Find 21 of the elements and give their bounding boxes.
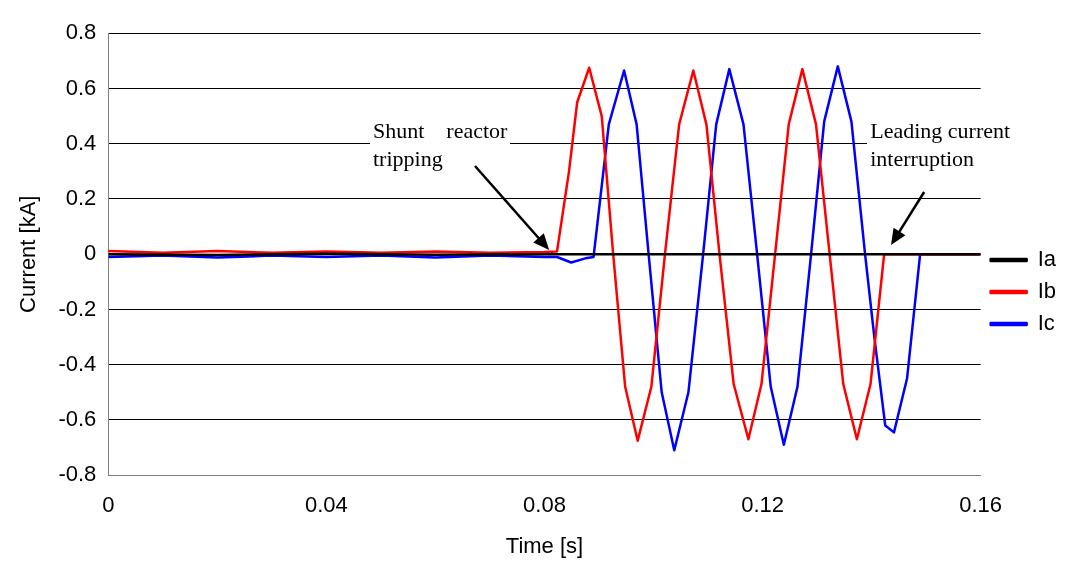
legend-label: Ia: [1037, 246, 1057, 272]
y-tick-label: 0.6: [65, 74, 97, 100]
y-tick-label: -0.2: [58, 295, 97, 321]
y-tick-label: -0.4: [58, 350, 97, 376]
y-tick-label: 0: [84, 240, 97, 266]
annotation: Leading current interruption: [867, 117, 1014, 174]
y-tick-label: -0.6: [58, 406, 97, 432]
annotation: Shunt reactor tripping: [370, 117, 511, 174]
legend-label: Ib: [1037, 278, 1057, 304]
y-tick-label: 0.8: [65, 19, 97, 45]
y-tick-label: 0.2: [65, 185, 97, 211]
x-tick-label: 0: [102, 492, 115, 518]
x-tick-label: 0.12: [741, 492, 784, 518]
x-axis-title: Time [s]: [505, 532, 584, 558]
x-tick-label: 0.16: [959, 492, 1003, 518]
y-tick-label: -0.8: [58, 461, 97, 487]
y-axis-title: Current [kA]: [15, 195, 41, 313]
x-tick-label: 0.08: [523, 492, 566, 518]
legend-label: Ic: [1037, 310, 1055, 336]
x-tick-label: 0.04: [304, 492, 348, 518]
y-tick-label: 0.4: [65, 129, 97, 155]
